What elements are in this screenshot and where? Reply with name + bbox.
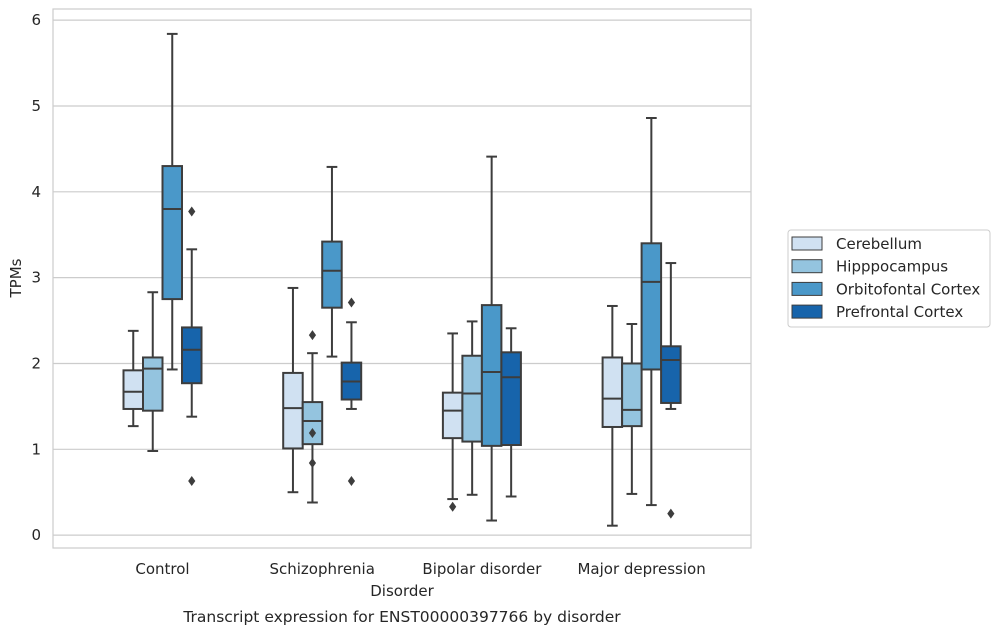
box-iqr: [122, 369, 144, 410]
x-tick-label: Bipolar disorder: [422, 560, 542, 578]
box-3-0: [601, 304, 624, 527]
y-tick-label: 2: [31, 354, 41, 372]
y-tick-label: 6: [31, 11, 41, 29]
box-iqr: [480, 304, 503, 447]
box-1-0: [282, 286, 304, 494]
box-3-1: [621, 322, 643, 495]
outlier-point: [188, 476, 196, 487]
legend-label: Prefrontal Cortex: [836, 303, 963, 321]
y-tick-labels: 0 1 2 3 4 5 6: [31, 11, 41, 544]
box-iqr: [142, 356, 164, 412]
outlier-point: [308, 330, 317, 341]
y-tick-label: 0: [31, 526, 41, 544]
box-iqr: [321, 240, 343, 309]
box-3-2: [640, 117, 663, 507]
legend: Cerebellum Hipppocampus Orbitofontal Corte…: [787, 229, 991, 328]
box-2-3: [500, 327, 522, 498]
box-0-3: [181, 206, 203, 487]
box-iqr: [660, 345, 682, 404]
box-0-2: [161, 32, 183, 371]
outlier-point: [449, 501, 457, 512]
y-tick-label: 4: [31, 183, 41, 201]
box-iqr: [441, 391, 464, 440]
box-3-3: [660, 262, 682, 519]
x-tick-labels: Control Schizophrenia Bipolar disorder Majo…: [135, 560, 705, 578]
box-iqr: [301, 401, 324, 446]
legend-label: Orbitofontal Cortex: [836, 280, 980, 298]
outlier-point: [308, 427, 317, 438]
x-tick-label: Control: [135, 560, 189, 578]
legend-swatch: [791, 281, 823, 296]
box-2-2: [480, 155, 503, 522]
outlier-point: [308, 458, 317, 469]
outlier-point: [667, 508, 675, 519]
figure-caption: Transcript expression for ENST0000039776…: [182, 608, 621, 626]
y-tick-label: 3: [31, 269, 41, 287]
box-1-3: [340, 297, 363, 487]
box-iqr: [601, 356, 624, 428]
plot-area-frame: [52, 8, 752, 549]
legend-swatch: [791, 304, 823, 319]
outlier-point: [188, 206, 196, 217]
legend-frame: [787, 229, 991, 328]
x-tick-label: Schizophrenia: [269, 560, 374, 578]
y-tick-label: 1: [31, 440, 41, 458]
outlier-point: [347, 476, 356, 487]
box-iqr: [282, 371, 304, 450]
box-iqr: [161, 165, 183, 301]
x-axis-label: Disorder: [370, 582, 434, 600]
box-1-2: [321, 165, 343, 358]
box-iqr: [640, 242, 663, 371]
legend-label: Cerebellum: [836, 235, 922, 253]
y-tick-label: 5: [31, 97, 41, 115]
box-1-1: [301, 330, 324, 504]
box-0-1: [142, 291, 164, 453]
box-iqr: [621, 362, 643, 428]
box-iqr: [500, 351, 522, 447]
legend-swatch: [791, 259, 823, 274]
legend-label: Hipppocampus: [836, 258, 948, 276]
box-iqr: [461, 354, 483, 443]
legend-swatch: [791, 236, 823, 251]
x-tick-label: Major depression: [577, 560, 705, 578]
box-iqr: [181, 326, 203, 385]
outlier-point: [347, 297, 356, 308]
box-groups: [122, 32, 682, 527]
y-axis-label: TPMs: [7, 258, 25, 298]
